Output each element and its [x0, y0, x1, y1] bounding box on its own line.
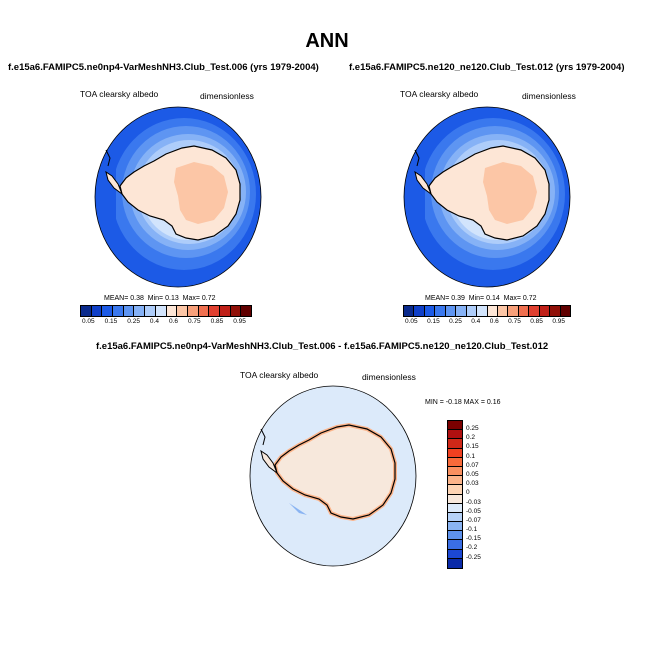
panel2-polar-map: [403, 106, 571, 288]
colorbar-swatch: [448, 522, 462, 532]
colorbar-swatch: [477, 306, 488, 316]
colorbar-swatch: [414, 306, 425, 316]
colorbar-swatch: [497, 306, 509, 316]
colorbar-swatch: [448, 494, 462, 504]
colorbar-swatch: [134, 306, 146, 316]
colorbar-swatch: [198, 306, 210, 316]
colorbar-swatch: [466, 306, 478, 316]
colorbar-swatch: [448, 421, 462, 431]
colorbar-swatch: [448, 549, 462, 559]
colorbar-swatch: [560, 306, 570, 316]
diff-case-title: f.e15a6.FAMIPC5.ne0np4-VarMeshNH3.Club_T…: [96, 341, 549, 352]
colorbar-swatch: [456, 306, 467, 316]
colorbar-swatch: [448, 430, 462, 440]
colorbar-swatch: [424, 306, 436, 316]
colorbar-swatch: [435, 306, 446, 316]
colorbar-swatch: [187, 306, 199, 316]
colorbar-swatch: [508, 306, 519, 316]
colorbar-swatch: [448, 558, 462, 568]
diff-variable-label: TOA clearsky albedo: [240, 370, 319, 380]
colorbar-swatch: [445, 306, 457, 316]
colorbar-swatch: [539, 306, 551, 316]
colorbar-swatch: [487, 306, 498, 316]
colorbar-swatch: [91, 306, 103, 316]
colorbar-swatch: [518, 306, 530, 316]
colorbar-swatch: [166, 306, 178, 316]
panel1-case-title: f.e15a6.FAMIPC5.ne0np4-VarMeshNH3.Club_T…: [8, 62, 319, 73]
panel2-variable-label: TOA clearsky albedo: [400, 89, 479, 99]
panel2-colorbar-swatches: [403, 305, 571, 317]
colorbar-swatch: [448, 466, 462, 477]
colorbar-swatch: [155, 306, 167, 316]
diff-units-label: dimensionless: [362, 372, 416, 382]
panel2-units-label: dimensionless: [522, 91, 576, 101]
panel2-stats: MEAN= 0.39 Min= 0.14 Max= 0.72: [425, 295, 537, 302]
colorbar-swatch: [177, 306, 188, 316]
panel1-variable-label: TOA clearsky albedo: [80, 89, 159, 99]
colorbar-swatch: [448, 485, 462, 495]
colorbar-swatch: [123, 306, 135, 316]
colorbar-swatch: [448, 439, 462, 449]
colorbar-swatch: [113, 306, 124, 316]
colorbar-swatch: [448, 503, 462, 513]
colorbar-swatch: [448, 540, 462, 550]
colorbar-swatch: [145, 306, 156, 316]
panel1-colorbar: 0.05 0.15 0.25 0.4 0.6 0.75 0.85 0.95: [80, 305, 252, 325]
colorbar-swatch: [230, 306, 242, 316]
colorbar-swatch: [102, 306, 114, 316]
page-title: ANN: [305, 30, 349, 52]
diff-colorbar-labels: 0.25 0.2 0.15 0.1 0.07 0.05 0.03 0 -0.03 -0.05 -0.…: [466, 425, 481, 561]
colorbar-swatch: [404, 306, 415, 316]
colorbar-swatch: [448, 457, 462, 467]
diff-minmax: MIN = -0.18 MAX = 0.16: [425, 399, 501, 406]
colorbar-swatch: [448, 531, 462, 541]
colorbar-swatch: [529, 306, 540, 316]
colorbar-swatch: [81, 306, 92, 316]
panel1-stats: MEAN= 0.38 Min= 0.13 Max= 0.72: [104, 295, 216, 302]
colorbar-swatch: [448, 512, 462, 523]
panel1-units-label: dimensionless: [200, 91, 254, 101]
panel1-colorbar-swatches: [80, 305, 252, 317]
colorbar-swatch: [448, 448, 462, 458]
panel2-colorbar: 0.05 0.15 0.25 0.4 0.6 0.75 0.85 0.95: [403, 305, 571, 325]
diff-colorbar: [447, 420, 463, 569]
colorbar-swatch: [448, 476, 462, 486]
colorbar-swatch: [219, 306, 231, 316]
panel2-case-title: f.e15a6.FAMIPC5.ne120_ne120.Club_Test.01…: [349, 62, 625, 73]
colorbar-swatch: [209, 306, 220, 316]
colorbar-swatch: [241, 306, 251, 316]
diff-polar-map: [249, 385, 417, 567]
panel1-polar-map: [94, 106, 262, 288]
colorbar-swatch: [550, 306, 561, 316]
